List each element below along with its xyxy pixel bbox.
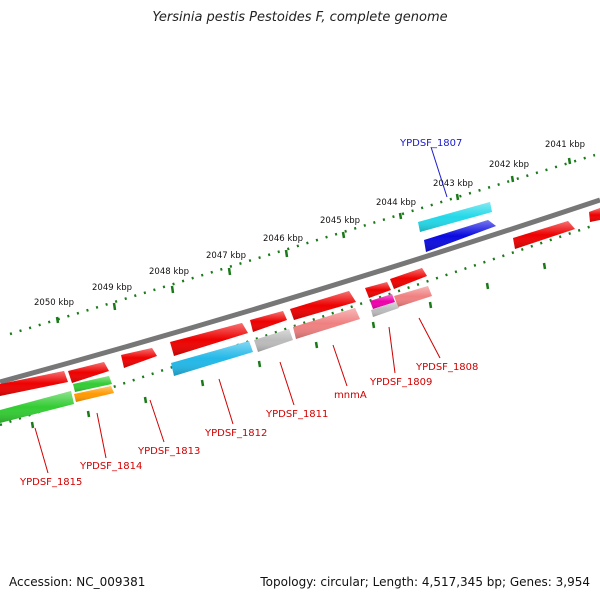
gene-arrow-shade — [589, 208, 600, 222]
tick-label: 2050 kbp — [34, 298, 74, 308]
gene-label: YPDSF_1814 — [79, 461, 142, 472]
outer-tick-track — [9, 153, 596, 336]
gene-arrow-shade — [365, 282, 391, 298]
tick-labels: 2041 kbp 2042 kbp 2043 kbp 2044 kbp 2045… — [34, 140, 585, 308]
label-leaders — [34, 146, 448, 474]
tick-label: 2042 kbp — [489, 160, 529, 170]
gene-label: YPDSF_1811 — [265, 409, 328, 420]
gene-label: YPDSF_1807 — [399, 138, 462, 149]
genome-title: Yersinia pestis Pestoides F, complete ge… — [152, 10, 448, 25]
gene-arrow-shade — [254, 329, 293, 352]
forward-genes — [0, 202, 600, 396]
gene-labels: YPDSF_1807 YPDSF_1808 YPDSF_1809 mnmA YP… — [19, 138, 478, 488]
gene-arrow-shade — [0, 371, 68, 396]
outer-major-ticks — [55, 157, 572, 324]
genome-summary-text: Topology: circular; Length: 4,517,345 bp… — [260, 575, 590, 589]
gene-arrow-shade — [74, 386, 114, 402]
tick-label: 2045 kbp — [320, 216, 360, 226]
gene-arrow-shade — [390, 268, 427, 289]
tick-label: 2047 kbp — [206, 251, 246, 261]
gene-label: YPDSF_1808 — [415, 362, 478, 373]
gene-arrow-shade — [121, 348, 157, 368]
gene-arrow-shade — [170, 323, 248, 356]
gene-arrow-shade — [394, 286, 432, 307]
gene-arrow-shade — [290, 291, 356, 320]
genome-backbone — [0, 197, 600, 385]
gene-label: YPDSF_1809 — [369, 377, 432, 388]
gene-label: YPDSF_1813 — [137, 446, 200, 457]
tick-label: 2049 kbp — [92, 283, 132, 293]
gene-arrow-shade — [370, 294, 395, 309]
gene-arrow-shade — [424, 220, 496, 252]
gene-arrow-shade — [513, 221, 575, 249]
tick-label: 2041 kbp — [545, 140, 585, 150]
gene-arrow-shade — [418, 202, 492, 232]
tick-label: 2046 kbp — [263, 234, 303, 244]
gene-arrow-shade — [371, 302, 399, 317]
accession-text: Accession: NC_009381 — [9, 575, 146, 589]
gene-arrow-shade — [73, 376, 112, 392]
gene-arrow-shade — [250, 311, 287, 332]
tick-label: 2048 kbp — [149, 267, 189, 277]
gene-label: mnmA — [334, 390, 367, 401]
gene-label: YPDSF_1812 — [204, 428, 267, 439]
gene-arrow-shade — [171, 341, 253, 376]
gene-arrow-shade — [68, 362, 109, 383]
gene-label: YPDSF_1815 — [19, 477, 82, 488]
gene-arrow-shade — [293, 308, 360, 339]
tick-label: 2043 kbp — [433, 179, 473, 189]
reverse-genes — [0, 286, 432, 423]
gene-arrow-shade — [0, 391, 74, 423]
inner-major-ticks — [30, 262, 547, 429]
tick-label: 2044 kbp — [376, 198, 416, 208]
